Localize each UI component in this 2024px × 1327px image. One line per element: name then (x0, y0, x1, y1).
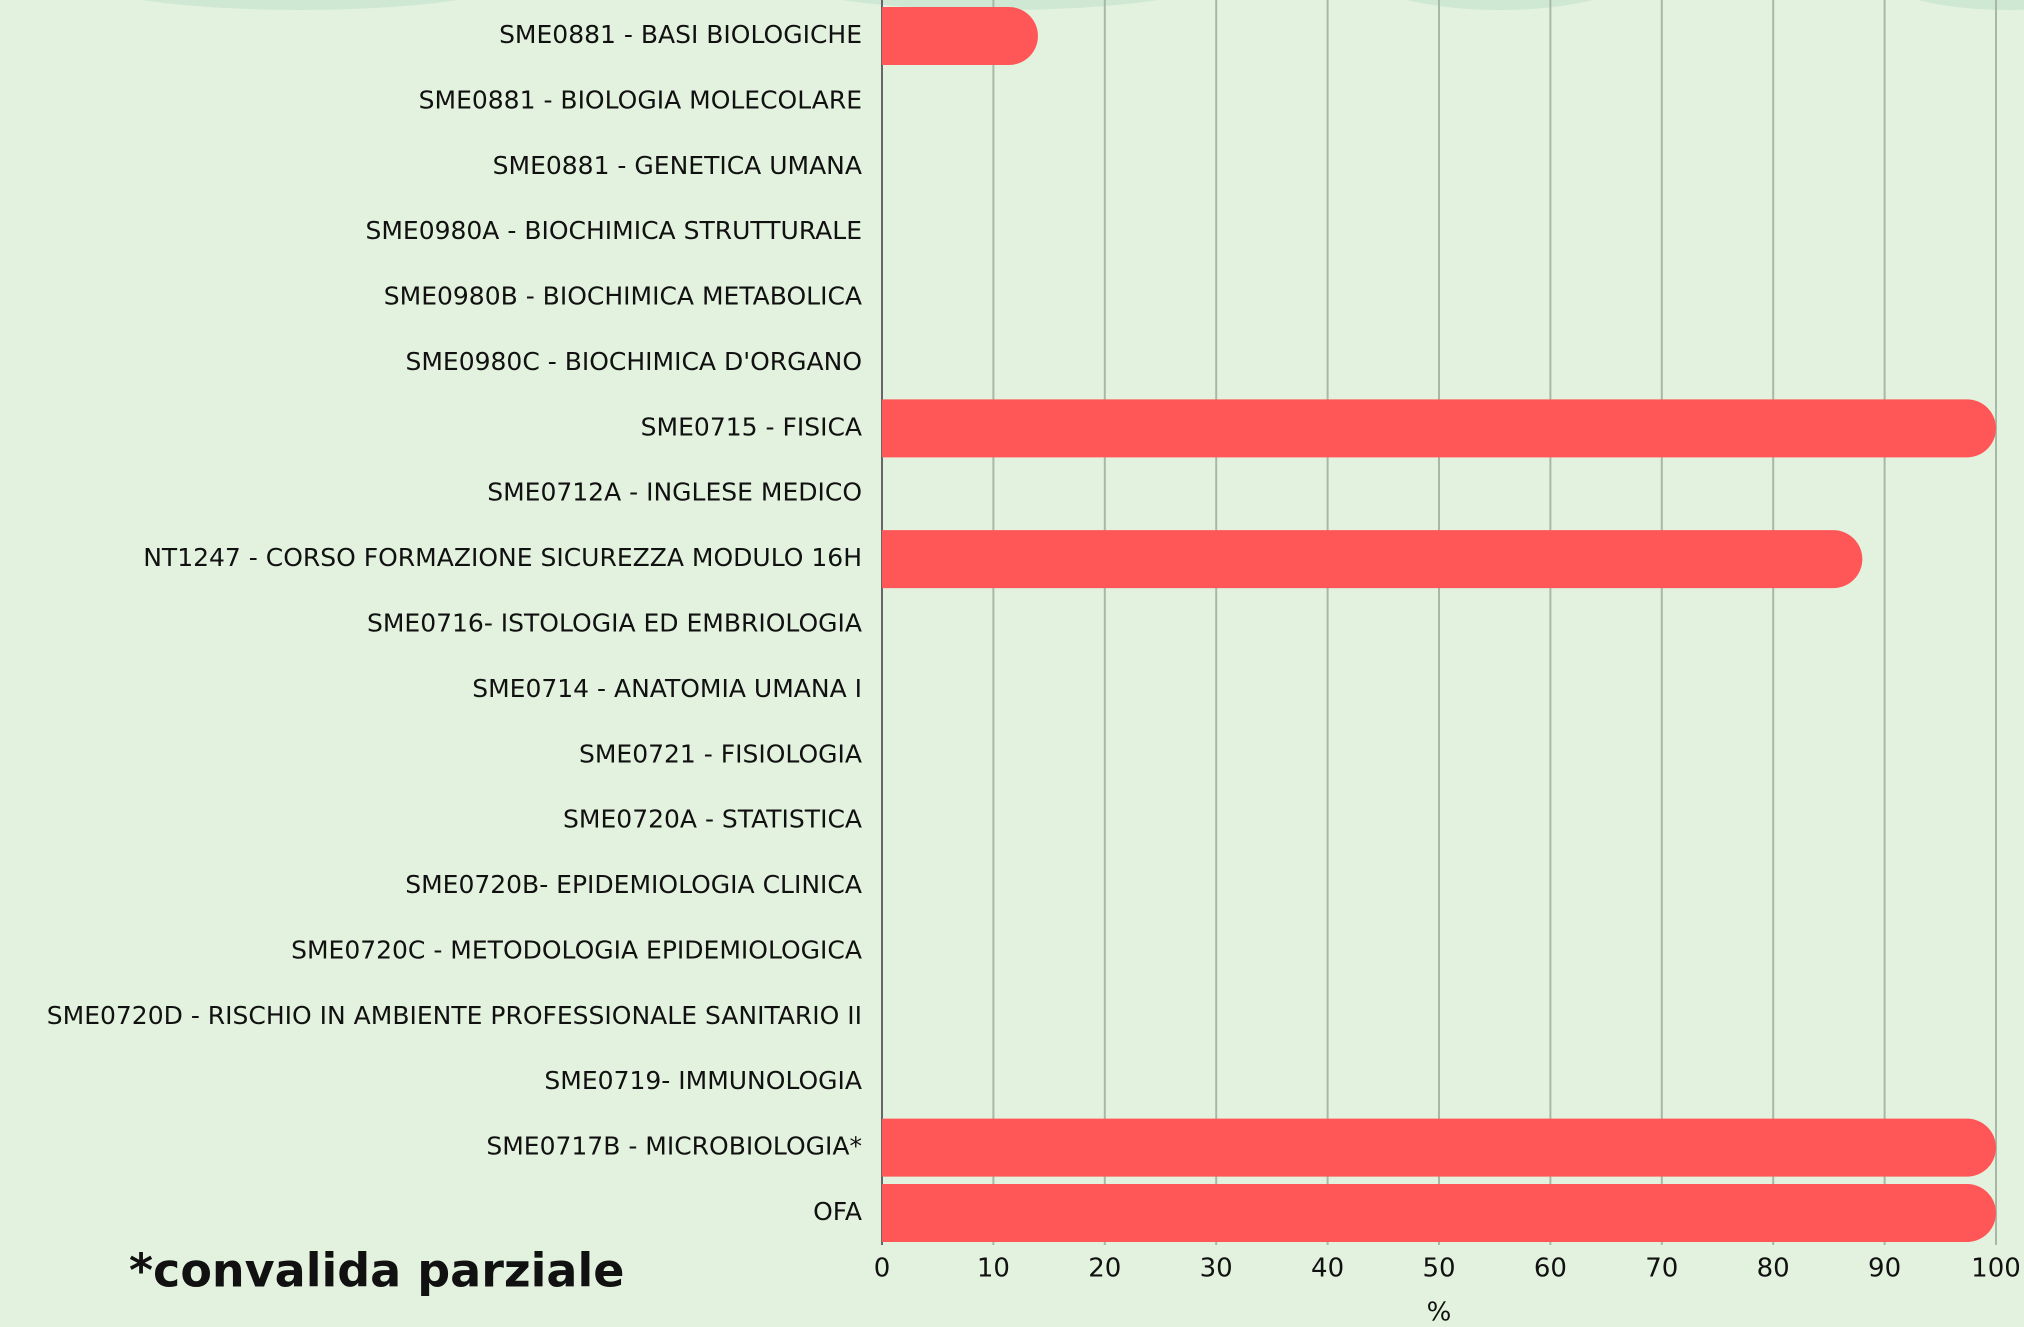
bars (882, 7, 1996, 1242)
y-tick-label: NT1247 - CORSO FORMAZIONE SICUREZZA MODU… (143, 543, 862, 572)
y-tick-label: SME0717B - MICROBIOLOGIA* (486, 1132, 862, 1161)
y-tick-label: SME0881 - GENETICA UMANA (493, 151, 862, 180)
x-tick-label: 100 (1971, 1254, 2021, 1284)
bar (882, 530, 1863, 589)
y-tick-label: SME0980C - BIOCHIMICA D'ORGANO (405, 347, 862, 376)
decoration (1917, 0, 2024, 10)
y-tick-label: SME0714 - ANATOMIA UMANA I (472, 674, 862, 703)
x-tick-label: 70 (1645, 1254, 1678, 1284)
bar (882, 1118, 1996, 1177)
labels: 0 10 20 30 40 50 60 70 80 90 100 SME0881 - BASI BIO… (47, 20, 2021, 1284)
decoration (1407, 0, 1593, 10)
y-tick-label: SME0980A - BIOCHIMICA STRUTTURALE (365, 216, 862, 245)
y-tick-label: SME0721 - FISIOLOGIA (579, 739, 862, 768)
y-tick-label: SME0881 - BIOLOGIA MOLECOLARE (419, 85, 862, 114)
y-tick-label: SME0712A - INGLESE MEDICO (487, 478, 862, 507)
x-tick-label: 20 (1088, 1254, 1121, 1284)
y-tick-label: SME0716- ISTOLOGIA ED EMBRIOLOGIA (367, 609, 862, 638)
y-tick-label: SME0715 - FISICA (641, 412, 862, 441)
x-tick-label: 0 (874, 1254, 891, 1284)
x-tick-label: 10 (977, 1254, 1010, 1284)
x-axis-label: % (1427, 1298, 1452, 1327)
x-tick-label: 30 (1200, 1254, 1233, 1284)
y-tick-label: SME0881 - BASI BIOLOGICHE (499, 20, 862, 49)
x-tick-label: 90 (1868, 1254, 1901, 1284)
y-tick-label: SME0719- IMMUNOLOGIA (544, 1066, 862, 1095)
y-tick-label: SME0720A - STATISTICA (563, 805, 862, 834)
bar (882, 7, 1038, 65)
x-tick-label: 80 (1757, 1254, 1790, 1284)
y-tick-label: SME0720D - RISCHIO IN AMBIENTE PROFESSIO… (47, 1001, 862, 1030)
annotation: *convalida parziale (129, 1244, 624, 1298)
bar (882, 399, 1996, 458)
y-tick-label: OFA (813, 1197, 862, 1226)
bar (882, 1184, 1996, 1242)
y-tick-label: SME0980B - BIOCHIMICA METABOLICA (384, 282, 862, 311)
grid (881, 0, 1997, 1245)
decoration (141, 0, 459, 10)
y-tick-label: SME0720B- EPIDEMIOLOGIA CLINICA (405, 870, 862, 899)
x-tick-label: 40 (1311, 1254, 1344, 1284)
x-tick-label: 50 (1422, 1254, 1455, 1284)
x-tick-label: 60 (1534, 1254, 1567, 1284)
y-tick-label: SME0720C - METODOLOGIA EPIDEMIOLOGICA (291, 935, 862, 964)
